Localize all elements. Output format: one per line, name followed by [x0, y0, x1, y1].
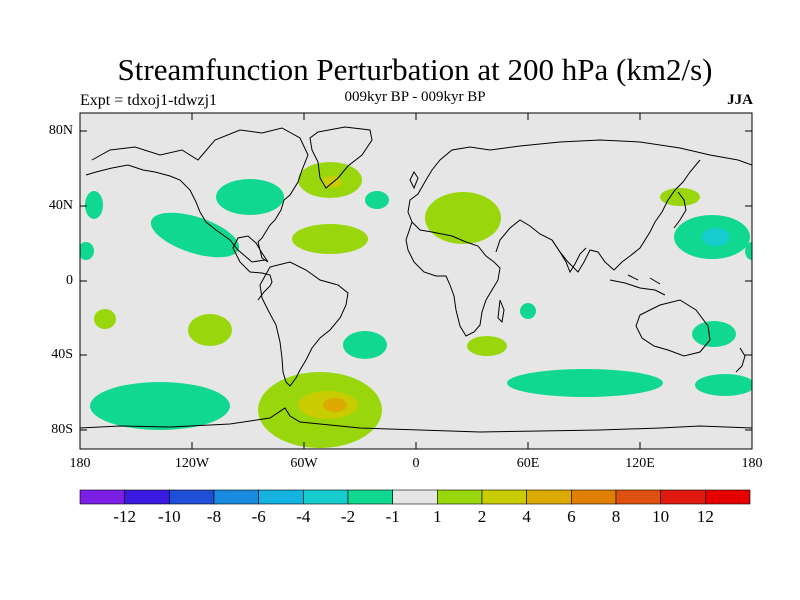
anomaly-australia	[692, 321, 736, 347]
colorbar-label: -4	[296, 507, 311, 526]
colorbar-label: -10	[157, 507, 181, 526]
anomaly-south-atlantic	[343, 331, 387, 359]
anomaly-southeast-pacific	[188, 314, 232, 346]
colorbar-swatch	[660, 489, 706, 505]
anomaly-indian-ocean	[520, 303, 536, 319]
colorbar-swatch	[571, 489, 617, 505]
colorbar-label: -1	[385, 507, 400, 526]
colorbar-label: -2	[340, 507, 356, 526]
coast-australia	[635, 299, 711, 357]
coast-north-america	[85, 127, 309, 301]
colorbar-label: 12	[696, 507, 714, 526]
colorbar-swatch	[481, 489, 527, 505]
anomaly-tasman	[695, 374, 752, 396]
lat-label-40n: 40N	[48, 198, 73, 213]
anomaly-southern-indian	[507, 369, 663, 397]
colorbar-label: 6	[567, 507, 576, 526]
chart-title: Streamfunction Perturbation at 200 hPa (…	[117, 52, 713, 87]
anomaly-south-america-high-core	[323, 398, 347, 412]
lon-label-60w: 60W	[290, 456, 318, 471]
coast-uk	[409, 171, 419, 190]
colorbar-swatch	[213, 489, 259, 505]
lat-ticks	[80, 130, 752, 431]
colorbar-label: 8	[611, 507, 621, 526]
anomaly-regions	[80, 162, 752, 448]
lat-label-80n: 80N	[48, 123, 73, 138]
anomaly-east-pacific	[150, 212, 240, 258]
anomaly-dateline-east	[745, 242, 752, 260]
anomaly-pacific-northwest-core	[702, 228, 730, 246]
anomaly-japan	[660, 188, 700, 206]
coast-europe-africa	[405, 146, 501, 337]
colorbar-swatch	[437, 489, 483, 505]
lon-label-120w: 120W	[174, 456, 210, 471]
colorbar-swatch	[124, 489, 170, 505]
colorbar-label: -8	[206, 507, 222, 526]
colorbar-label: -6	[251, 507, 266, 526]
colorbar-swatch	[303, 489, 349, 505]
colorbar-label: 1	[433, 507, 442, 526]
anomaly-southern-africa	[467, 336, 507, 356]
coast-madagascar	[497, 299, 505, 324]
coastlines	[80, 126, 752, 433]
anomaly-dateline-north	[85, 191, 103, 219]
colorbar-swatch	[615, 489, 661, 505]
coast-asia	[489, 139, 752, 273]
anomaly-north-atlantic	[365, 191, 389, 209]
colorbar-swatch	[392, 489, 438, 505]
anomaly-north-america	[216, 179, 284, 215]
colorbar-label: 10	[652, 507, 670, 526]
lon-label-180w: 180	[69, 456, 91, 471]
coast-indonesia	[609, 274, 666, 296]
colorbar-label: -12	[113, 507, 136, 526]
anomaly-mediterranean	[425, 192, 501, 244]
colorbar	[79, 489, 751, 505]
lon-label-180e: 180	[741, 456, 763, 471]
anomaly-dateline-west	[80, 242, 94, 260]
lon-label-120e: 120E	[625, 456, 655, 471]
chart-subtitle: 009kyr BP - 009kyr BP	[344, 89, 486, 105]
lat-label-0: 0	[66, 273, 73, 288]
lat-label-80s: 80S	[51, 422, 73, 437]
coast-india	[551, 239, 587, 274]
colorbar-swatch	[705, 489, 751, 505]
coast-new-zealand	[735, 347, 746, 373]
colorbar-swatch	[347, 489, 393, 505]
season-label: JJA	[727, 92, 753, 108]
coast-antarctica	[80, 407, 752, 433]
lon-label-0: 0	[412, 456, 420, 471]
colorbar-swatch	[258, 489, 304, 505]
coast-south-america	[259, 261, 349, 387]
colorbar-label: 2	[477, 507, 487, 526]
experiment-label: Expt = tdxoj1-tdwzj1	[80, 92, 218, 109]
coast-japan	[673, 191, 687, 229]
lon-ticks	[191, 113, 641, 449]
anomaly-atlantic	[292, 224, 368, 254]
colorbar-swatch	[526, 489, 572, 505]
coast-greenland	[309, 126, 373, 189]
colorbar-swatch	[169, 489, 215, 505]
colorbar-swatch	[79, 489, 125, 505]
anomaly-south-pacific	[90, 382, 230, 430]
colorbar-label: 4	[522, 507, 531, 526]
lon-label-60e: 60E	[516, 456, 540, 471]
lat-label-40s: 40S	[51, 347, 73, 362]
anomaly-central-pacific	[94, 309, 116, 329]
